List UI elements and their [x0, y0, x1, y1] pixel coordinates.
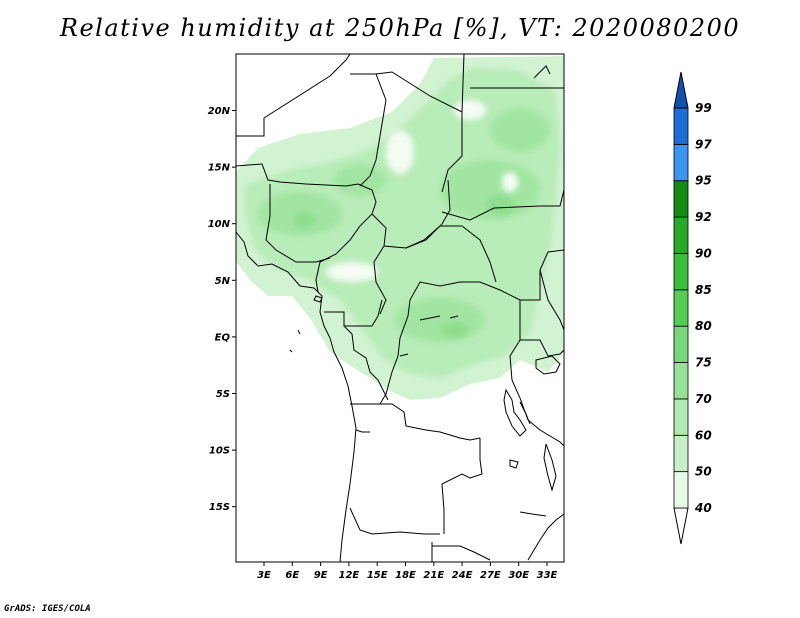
- lon-tick-label: 27E: [480, 570, 501, 581]
- colorbar-label: 70: [695, 392, 712, 406]
- latitude-axis: 20N 15N 10N 5N EQ 5S 10S 15S: [208, 106, 236, 513]
- lat-tick-label: 5S: [216, 389, 230, 400]
- colorbar-label: 90: [695, 246, 712, 260]
- humidity-shading: [236, 56, 564, 400]
- map-frame: [235, 53, 565, 563]
- colorbar-label: 50: [695, 465, 712, 479]
- colorbar-bottom-arrow: [673, 507, 689, 545]
- colorbar-label: 85: [695, 283, 712, 297]
- colorbar-top-arrow: [673, 71, 689, 109]
- colorbar: 40 50 60 70 75 80 85 90 92 95 97 99: [673, 71, 712, 545]
- colorbar-box: [673, 362, 689, 400]
- lat-tick-label: 5N: [215, 276, 231, 287]
- lon-tick-label: 12E: [339, 570, 360, 581]
- lon-tick-label: 15E: [367, 570, 388, 581]
- lat-tick-label: 20N: [208, 106, 231, 117]
- lat-tick-label: 10N: [208, 219, 231, 230]
- lon-tick-label: 6E: [285, 570, 299, 581]
- colorbar-label: 97: [695, 137, 712, 151]
- colorbar-box: [673, 325, 689, 363]
- colorbar-label: 60: [695, 428, 712, 442]
- colorbar-box: [673, 143, 689, 182]
- lat-tick-label: EQ: [215, 332, 231, 343]
- colorbar-label: 92: [695, 210, 712, 224]
- lat-tick-label: 15S: [209, 502, 230, 513]
- colorbar-box: [673, 216, 689, 254]
- colorbar-box: [673, 253, 689, 291]
- lon-tick-label: 3E: [257, 570, 271, 581]
- lon-tick-label: 9E: [314, 570, 328, 581]
- longitude-axis: 3E 6E 9E 12E 15E 18E 21E 24E 27E 30E 33E: [257, 562, 558, 581]
- colorbar-box: [673, 289, 689, 327]
- colorbar-label: 80: [695, 319, 712, 333]
- colorbar-label: 95: [695, 174, 712, 188]
- colorbar-box: [673, 398, 689, 436]
- colorbar-label: 99: [695, 101, 712, 115]
- lon-tick-label: 18E: [395, 570, 416, 581]
- colorbar-box: [673, 180, 689, 218]
- lon-tick-label: 33E: [537, 570, 558, 581]
- lon-tick-label: 24E: [452, 570, 473, 581]
- lat-tick-label: 15N: [208, 163, 231, 174]
- lat-tick-label: 10S: [209, 446, 230, 457]
- credit-label: GrADS: IGES/COLA: [4, 604, 91, 614]
- colorbar-box: [673, 107, 689, 145]
- map-title: Relative humidity at 250hPa [%], VT: 202…: [59, 14, 741, 42]
- humidity-zone-peak: [293, 195, 514, 338]
- humidity-zone-medium: [244, 68, 560, 378]
- colorbar-box: [673, 434, 689, 473]
- country-borders: [236, 54, 564, 562]
- colorbar-label: 75: [695, 356, 712, 370]
- colorbar-box: [673, 471, 689, 509]
- colorbar-label: 40: [694, 501, 712, 515]
- lon-tick-label: 21E: [423, 570, 444, 581]
- lon-tick-label: 30E: [508, 570, 529, 581]
